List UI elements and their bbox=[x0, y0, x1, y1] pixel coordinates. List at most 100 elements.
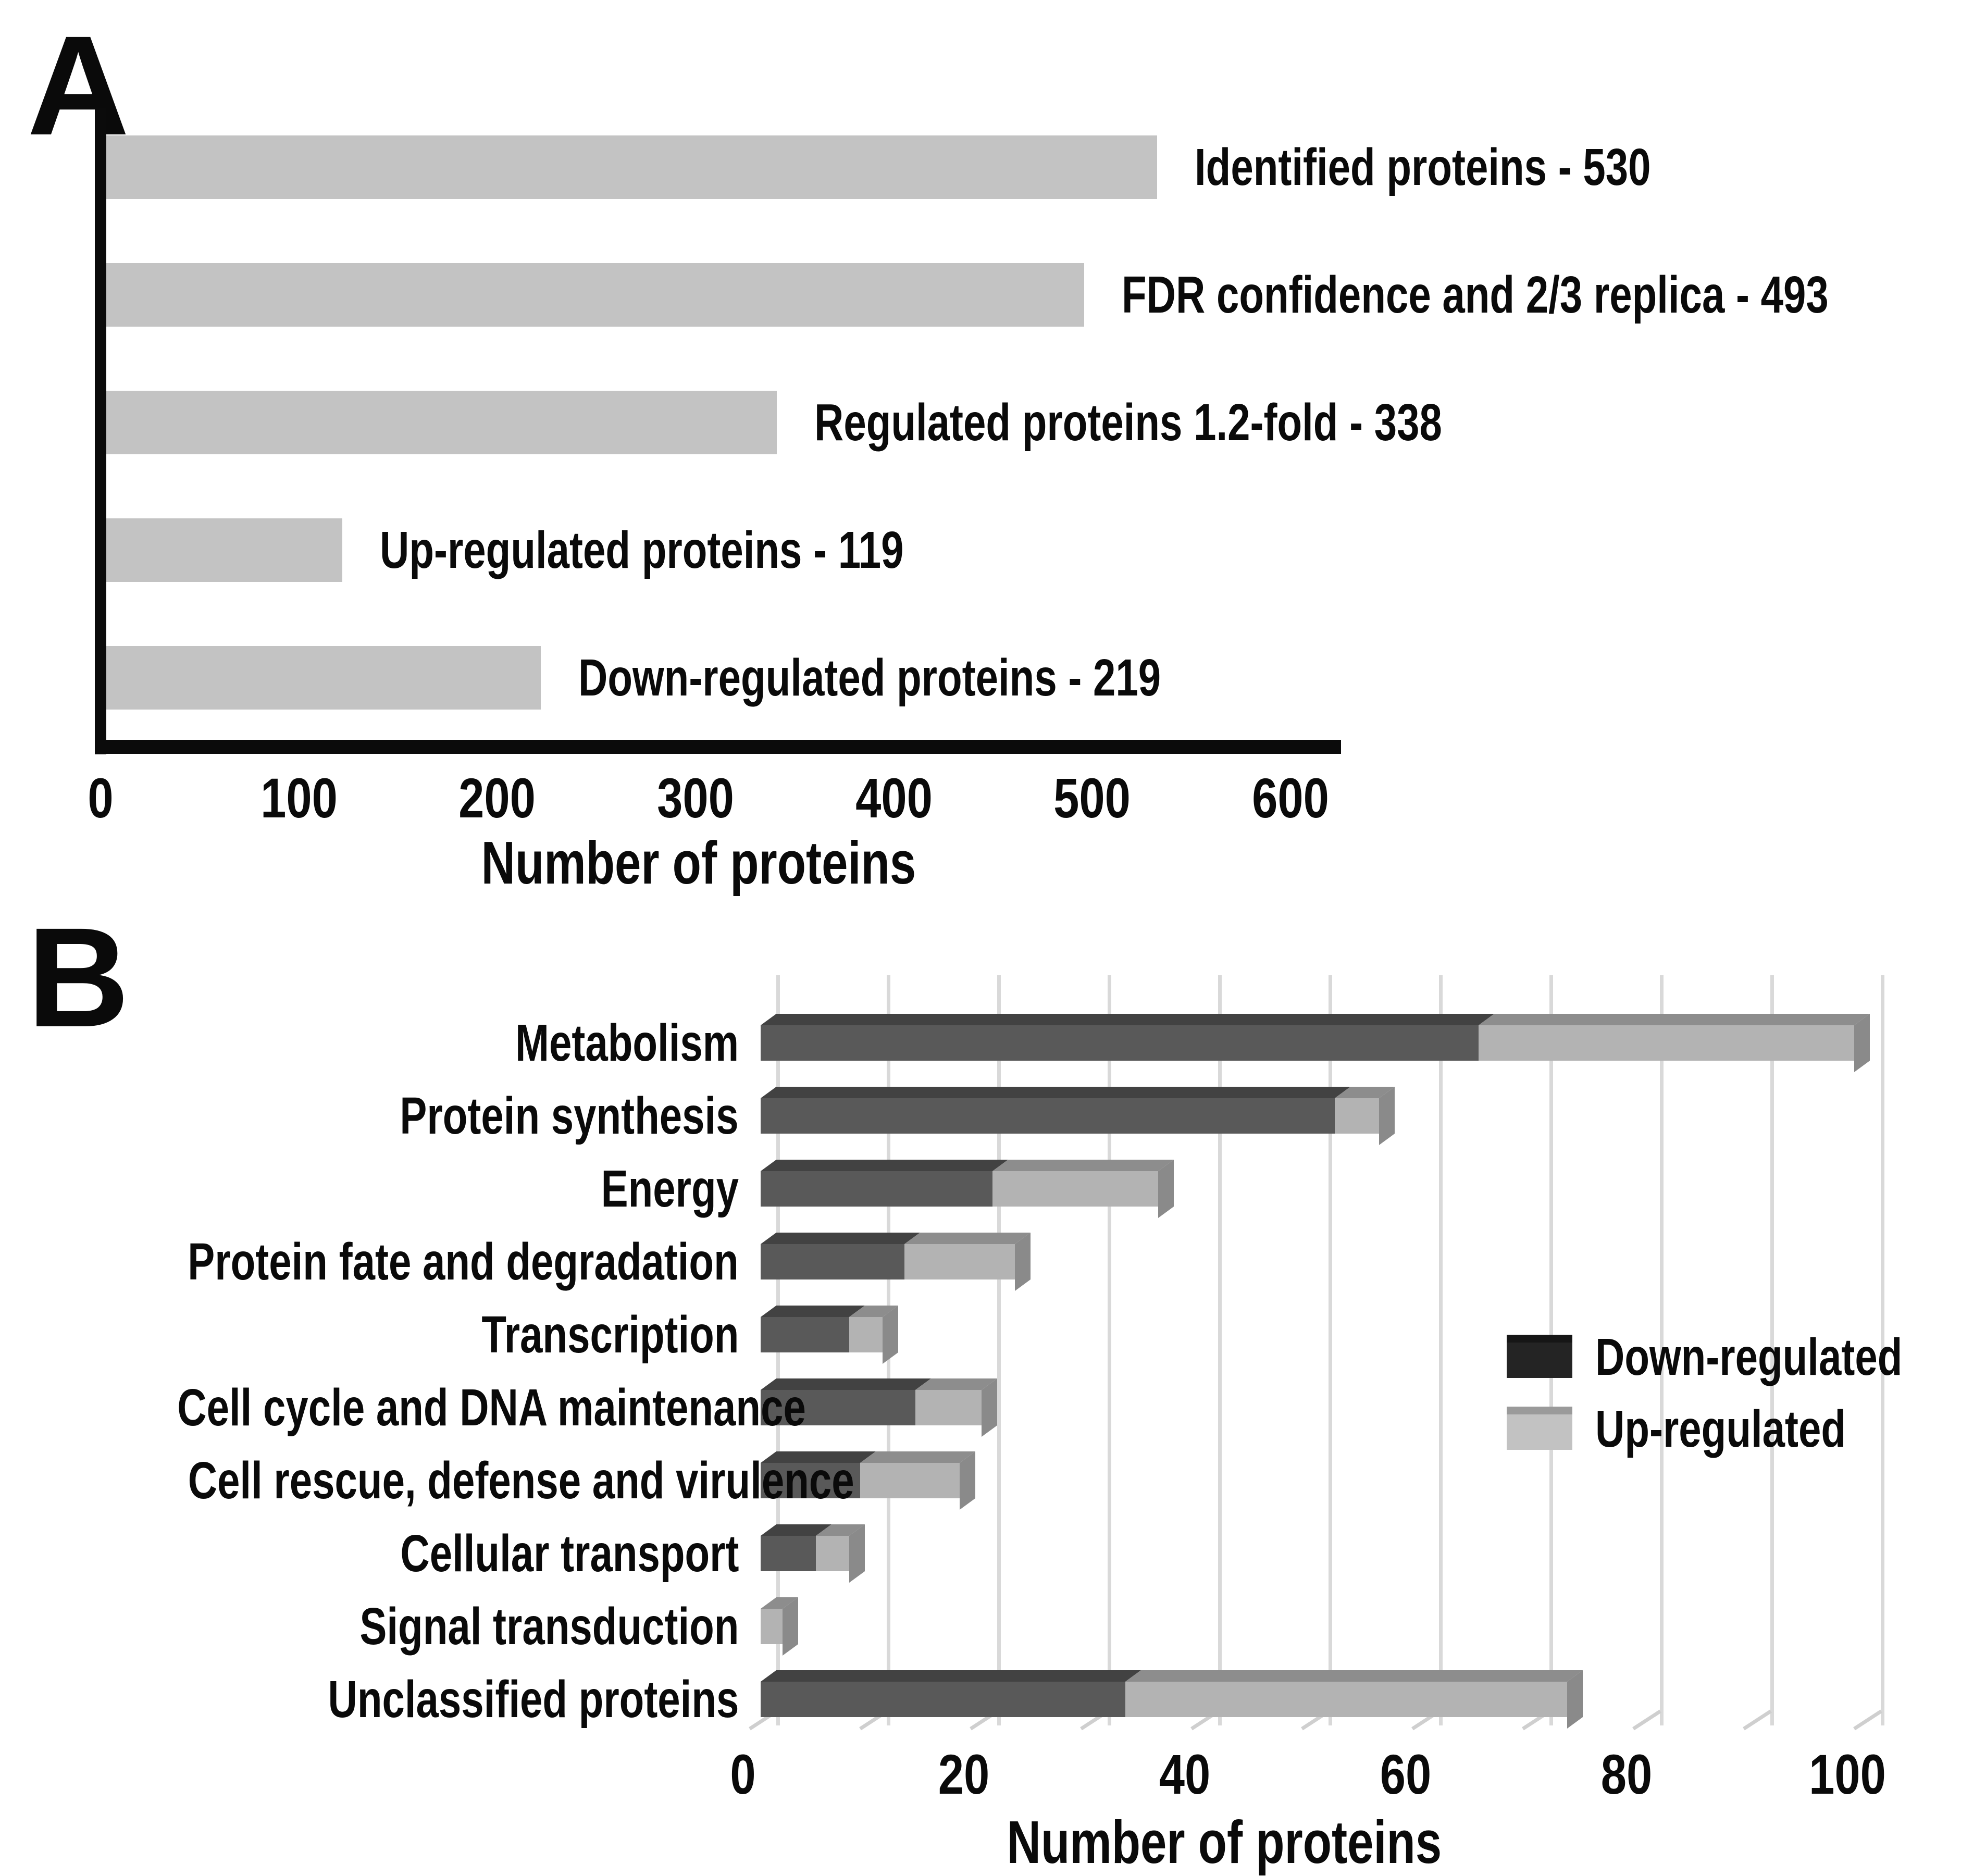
bar-segment-front-down bbox=[761, 1536, 816, 1571]
bar-segment-front-up bbox=[1479, 1025, 1854, 1061]
bar-a-label-text-4: Down-regulated proteins - 219 bbox=[578, 649, 1161, 707]
category-label-text-3: Protein fate and degradation bbox=[188, 1233, 739, 1291]
bar-segment-front-up bbox=[1335, 1098, 1379, 1134]
category-label-4: Transcription bbox=[0, 1306, 739, 1364]
bar-a-label-text-3: Up-regulated proteins - 119 bbox=[380, 521, 904, 579]
bar-segment-front-up bbox=[915, 1390, 982, 1425]
bar-a-label-2: Regulated proteins 1.2-fold - 338 bbox=[814, 391, 1619, 454]
bar-segment-top-up bbox=[1125, 1670, 1583, 1682]
category-label-0: Metabolism bbox=[0, 1017, 739, 1069]
panel-a-letter: A bbox=[27, 6, 129, 165]
panel-b-tick-20: 20 bbox=[938, 1743, 990, 1806]
panel-b-tick-60: 60 bbox=[1380, 1743, 1432, 1806]
bar-segment-top-down bbox=[761, 1087, 1350, 1098]
bar-segment-top-up bbox=[1335, 1087, 1395, 1098]
bar-a-label-1: FDR confidence and 2/3 replica - 493 bbox=[1122, 263, 1961, 327]
gridline-60 bbox=[1439, 975, 1443, 1725]
panel-b-tick-0: 0 bbox=[730, 1743, 756, 1806]
category-label-text-7: Cellular transport bbox=[400, 1524, 739, 1583]
panel-a-axis-title: Number of proteins bbox=[101, 833, 1297, 893]
bar-a-2 bbox=[106, 391, 777, 454]
panel-a-x-axis bbox=[95, 740, 1341, 754]
bar-segment-top-up bbox=[1479, 1014, 1870, 1025]
bar-a-label-text-2: Regulated proteins 1.2-fold - 338 bbox=[814, 393, 1442, 452]
bar-segment-front-down bbox=[761, 1463, 860, 1498]
bar-segment-side bbox=[1015, 1233, 1031, 1291]
panel-a-axis-title-text: Number of proteins bbox=[481, 829, 916, 897]
category-label-text-1: Protein synthesis bbox=[400, 1087, 739, 1145]
panel-a-y-axis bbox=[95, 108, 106, 754]
panel-a-tick-500: 500 bbox=[1053, 766, 1131, 829]
panel-a-chart: Identified proteins - 530 FDR confidence … bbox=[0, 0, 1961, 917]
panel-b-tick-40: 40 bbox=[1159, 1743, 1211, 1806]
category-label-3: Protein fate and degradation bbox=[0, 1233, 739, 1291]
bar-segment-front-down bbox=[761, 1390, 915, 1425]
bar-segment-side bbox=[1567, 1670, 1583, 1729]
bar-segment-top-down bbox=[761, 1524, 831, 1536]
category-label-text-2: Energy bbox=[601, 1160, 739, 1218]
bar-segment-front-up bbox=[816, 1536, 849, 1571]
bar-a-label-text-1: FDR confidence and 2/3 replica - 493 bbox=[1122, 266, 1829, 324]
bar-a-3 bbox=[106, 518, 342, 582]
panel-b-tick-80: 80 bbox=[1600, 1743, 1653, 1806]
gridline-40 bbox=[1218, 975, 1222, 1725]
bar-a-label-0: Identified proteins - 530 bbox=[1195, 135, 1779, 199]
bar-segment-top-down bbox=[761, 1014, 1494, 1025]
gridline-90 bbox=[1770, 975, 1774, 1725]
bar-segment-top-down bbox=[761, 1233, 920, 1244]
bar-a-label-text-0: Identified proteins - 530 bbox=[1195, 138, 1651, 196]
bar-segment-top-up bbox=[816, 1524, 865, 1536]
legend-label-up-text: Up-regulated bbox=[1595, 1400, 1846, 1458]
bar-segment-top-up bbox=[860, 1451, 975, 1463]
legend-swatch-down-regulated bbox=[1507, 1335, 1572, 1378]
category-label-text-5: Cell cycle and DNA maintenance bbox=[177, 1378, 806, 1437]
panel-b-axis-title: Number of proteins bbox=[677, 1812, 1771, 1872]
bar-segment-front-down bbox=[761, 1317, 849, 1352]
category-label-text-4: Transcription bbox=[481, 1306, 739, 1364]
bar-segment-front-up bbox=[1125, 1682, 1567, 1717]
bar-a-label-3: Up-regulated proteins - 119 bbox=[380, 518, 1051, 582]
bar-segment-top-down bbox=[761, 1378, 931, 1390]
bar-a-1 bbox=[106, 263, 1084, 327]
category-label-text-6: Cell rescue, defense and virulence bbox=[188, 1451, 854, 1510]
gridline-50 bbox=[1329, 975, 1332, 1725]
category-label-8: Signal transduction bbox=[0, 1597, 739, 1656]
panel-a-tick-200: 200 bbox=[458, 766, 536, 829]
legend-label-down-text: Down-regulated bbox=[1595, 1328, 1903, 1386]
category-label-7: Cellular transport bbox=[0, 1524, 739, 1583]
bar-segment-side bbox=[960, 1451, 975, 1510]
bar-segment-front-up bbox=[849, 1317, 883, 1352]
bar-segment-side bbox=[883, 1306, 898, 1364]
panel-a-tick-300: 300 bbox=[657, 766, 734, 829]
legend-label-down-regulated: Down-regulated bbox=[1595, 1328, 1961, 1386]
bar-segment-front-up bbox=[904, 1244, 1015, 1279]
category-label-text-8: Signal transduction bbox=[359, 1597, 739, 1656]
bar-segment-front-up bbox=[761, 1609, 783, 1644]
panel-a-tick-600: 600 bbox=[1252, 766, 1329, 829]
bar-segment-top-down bbox=[761, 1451, 876, 1463]
bar-segment-top-up bbox=[992, 1160, 1174, 1171]
bar-segment-front-down bbox=[761, 1244, 904, 1279]
legend-swatch-up-regulated bbox=[1507, 1407, 1572, 1450]
gridline-20 bbox=[997, 975, 1001, 1725]
bar-segment-side bbox=[1158, 1160, 1174, 1218]
category-label-9: Unclassified proteins bbox=[0, 1673, 739, 1725]
bar-segment-front-down bbox=[761, 1025, 1479, 1061]
bar-a-0 bbox=[106, 135, 1157, 199]
gridline-30 bbox=[1108, 975, 1111, 1725]
panel-b-tick-100: 100 bbox=[1809, 1743, 1886, 1806]
category-label-5: Cell cycle and DNA maintenance bbox=[0, 1382, 806, 1434]
bar-segment-side bbox=[1379, 1087, 1395, 1145]
category-label-6: Cell rescue, defense and virulence bbox=[0, 1455, 854, 1507]
legend-label-up-regulated: Up-regulated bbox=[1595, 1400, 1917, 1458]
bar-segment-top-up bbox=[904, 1233, 1031, 1244]
bar-segment-top-up bbox=[849, 1306, 898, 1317]
bar-a-4 bbox=[106, 646, 541, 710]
bar-segment-side bbox=[1854, 1014, 1870, 1072]
panel-b-axis-title-text: Number of proteins bbox=[1007, 1808, 1442, 1876]
gridline-100 bbox=[1881, 975, 1884, 1725]
bar-segment-top-up bbox=[915, 1378, 997, 1390]
bar-segment-side bbox=[783, 1597, 798, 1656]
panel-a-tick-400: 400 bbox=[855, 766, 933, 829]
bar-segment-side bbox=[982, 1378, 997, 1437]
